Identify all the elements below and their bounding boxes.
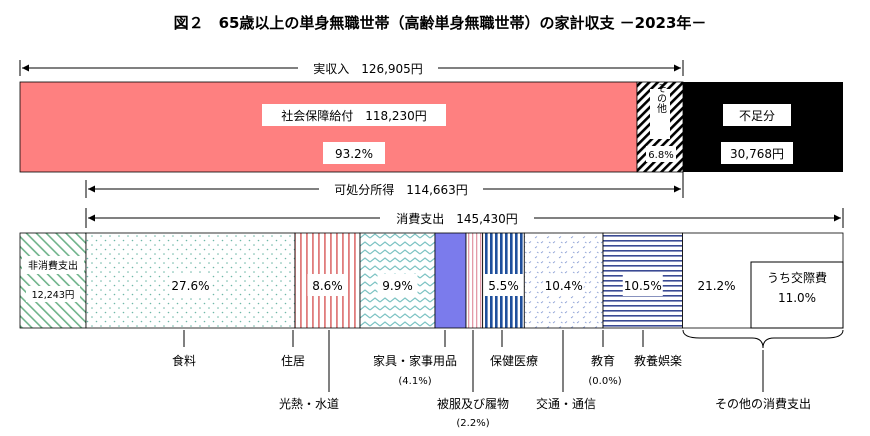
share-label-medical: 5.5%: [488, 279, 519, 293]
label-housing: 住居: [281, 354, 305, 368]
note-furniture: (4.1%): [398, 376, 431, 387]
non-consumption-amount: 12,243円: [32, 290, 75, 301]
disposable-label: 可処分所得 114,663円: [334, 182, 468, 197]
income-bar: 社会保障給付 118,230円 93.2% その他 6.8% 不足分 30,76…: [19, 81, 843, 173]
label-clothing: 被服及び履物: [437, 397, 509, 411]
social-expense-share: 11.0%: [778, 291, 816, 305]
income-label: 実収入 126,905円: [313, 61, 423, 76]
other-income-share: 6.8%: [648, 150, 673, 161]
expenditure-bar: 非消費支出 12,243円 27.6% 8.6% 9.9% 5.5% 10.4% 10.5…: [19, 232, 844, 329]
segment-transport: [523, 232, 604, 329]
note-clothing: (2.2%): [456, 418, 489, 429]
other-income-label: その他: [655, 83, 667, 114]
non-consumption-segment: [19, 232, 87, 329]
share-label-utilities: 9.9%: [382, 279, 413, 293]
segment-clothing: [465, 232, 484, 329]
social-expense-label: うち交際費: [767, 270, 827, 285]
share-label-recreation: 10.5%: [624, 279, 662, 293]
other-consumption-brace: [682, 329, 844, 349]
deficit-label: 不足分: [739, 109, 775, 123]
share-label-other_consumption: 21.2%: [697, 279, 735, 293]
label-food: 食料: [172, 353, 196, 368]
social-security-label: 社会保障給付 118,230円: [281, 108, 427, 123]
label-transport: 交通・通信: [536, 396, 596, 411]
share-label-food: 27.6%: [171, 279, 209, 293]
segment-furniture: [434, 232, 467, 329]
label-furniture: 家具・家事用品: [373, 353, 457, 368]
note-education: (0.0%): [588, 376, 621, 387]
consumption-range: 消費支出 145,430円: [85, 208, 844, 228]
label-medical: 保健医療: [490, 354, 538, 368]
share-label-transport: 10.4%: [545, 279, 583, 293]
label-education: 教育: [591, 353, 615, 368]
category-labels: 食料 住居 光熱・水道 家具・家事用品 (4.1%) 被服及び履物 (2.2%)…: [172, 329, 844, 429]
label-utilities: 光熱・水道: [279, 397, 339, 411]
non-consumption-label: 非消費支出: [28, 259, 78, 272]
chart-title: 図２ 65歳以上の単身無職世帯（高齢単身無職世帯）の家計収支 －2023年－: [174, 14, 707, 32]
consumption-total-label: 消費支出 145,430円: [396, 211, 518, 226]
disposable-range: 可処分所得 114,663円: [85, 172, 684, 198]
income-range: 実収入 126,905円: [19, 58, 684, 78]
share-label-housing: 8.6%: [312, 279, 343, 293]
label-other-consumption: その他の消費支出: [715, 396, 811, 411]
social-expense-subbox: [750, 261, 844, 329]
social-security-share: 93.2%: [335, 147, 373, 161]
label-recreation: 教養娯楽: [634, 353, 682, 368]
deficit-amount: 30,768円: [730, 147, 784, 161]
